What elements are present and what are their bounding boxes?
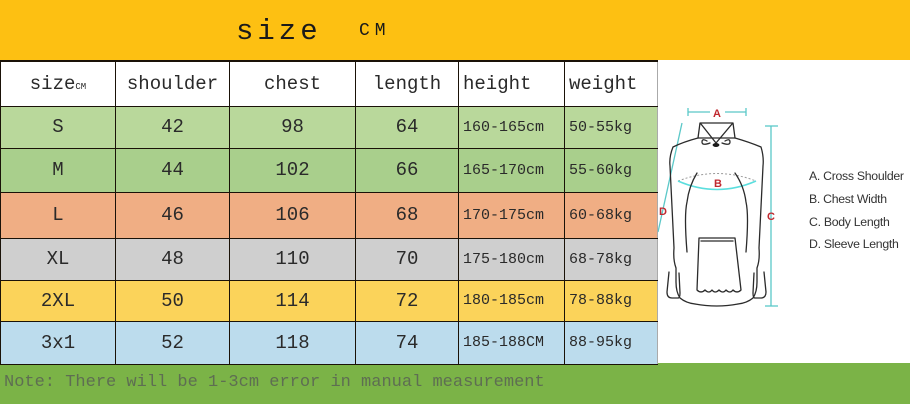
svg-text:C: C xyxy=(767,211,775,223)
svg-text:D: D xyxy=(659,206,667,218)
svg-text:A: A xyxy=(713,108,721,120)
svg-text:B: B xyxy=(714,178,722,190)
